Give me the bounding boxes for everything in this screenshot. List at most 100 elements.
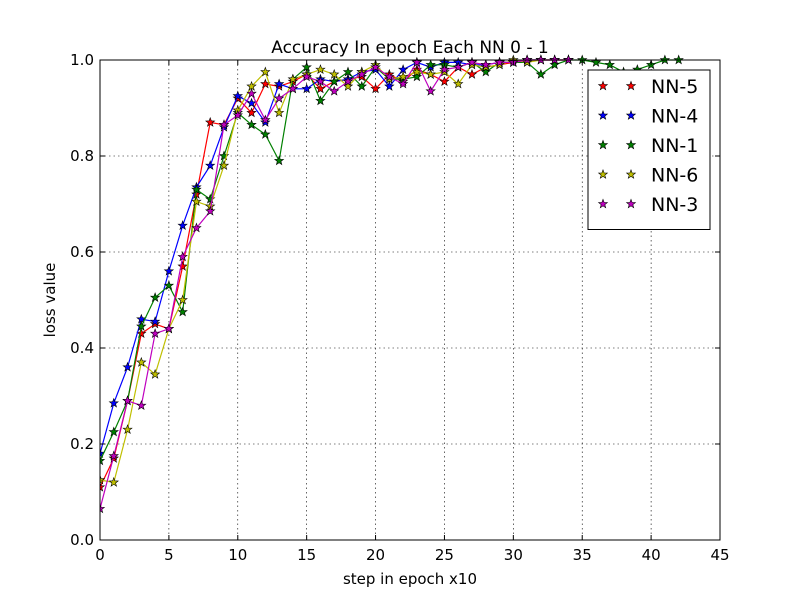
- data-point: [356, 68, 367, 79]
- data-point: [604, 59, 615, 70]
- data-point: [218, 160, 230, 171]
- data-point: [549, 59, 560, 70]
- tick-layer: 0 5 10 15 20 25 30 35 40 45 0.0 0.2 0.4 0.6 0.8 1.0: [70, 51, 729, 564]
- data-point: [246, 119, 257, 130]
- x-tick-label: 20: [366, 546, 385, 564]
- data-point: [191, 184, 202, 195]
- y-tick-label: 0.4: [70, 339, 94, 357]
- data-point: [535, 68, 547, 79]
- legend-label: NN-5: [651, 76, 698, 98]
- data-point: [136, 356, 147, 367]
- x-axis-label: step in epoch x10: [343, 570, 477, 588]
- data-point: [466, 68, 478, 79]
- data-point: [122, 424, 133, 435]
- legend-marker: [625, 198, 637, 209]
- data-point: [439, 76, 450, 87]
- data-point: [466, 56, 478, 67]
- data-point: [246, 88, 257, 99]
- data-point: [136, 400, 147, 411]
- data-point: [439, 64, 450, 75]
- plot-frame: [99, 59, 721, 541]
- data-point: [260, 66, 271, 77]
- y-tick-label: 0.2: [70, 435, 94, 453]
- chart-title: Accuracy In epoch Each NN 0 - 1: [271, 38, 548, 58]
- data-point: [287, 83, 299, 94]
- y-tick-label: 1.0: [70, 51, 94, 69]
- data-point: [411, 71, 423, 82]
- data-point: [122, 361, 133, 372]
- data-point: [329, 85, 340, 96]
- legend: NN-5 NN-4 NN-1 NN-6 NN-3: [587, 69, 711, 230]
- data-point: [260, 114, 271, 125]
- data-point: [260, 128, 271, 139]
- data-point: [149, 328, 161, 339]
- y-axis-label: loss value: [41, 263, 59, 338]
- x-tick-label: 30: [504, 546, 523, 564]
- y-tick-label: 0.6: [70, 243, 94, 261]
- legend-label: NN-3: [651, 194, 698, 216]
- data-point: [191, 196, 202, 207]
- data-point: [232, 109, 243, 120]
- data-point: [100, 481, 106, 492]
- data-point: [301, 71, 312, 82]
- data-point: [205, 205, 216, 216]
- data-point: [494, 56, 505, 67]
- data-point: [287, 73, 299, 84]
- data-point: [122, 395, 133, 406]
- legend-marker: [625, 169, 637, 179]
- data-point: [149, 292, 161, 303]
- series-nn-3: [100, 54, 574, 514]
- legend-marker: [625, 110, 637, 120]
- x-tick-label: 0: [95, 546, 105, 564]
- data-point: [177, 294, 188, 305]
- data-point: [453, 78, 464, 89]
- data-point: [149, 368, 161, 379]
- y-tick-label: 0.0: [70, 531, 94, 549]
- x-tick-label: 5: [164, 546, 174, 564]
- grid: [100, 60, 720, 540]
- data-point: [273, 92, 285, 103]
- data-point: [177, 220, 188, 231]
- data-point: [232, 90, 243, 101]
- data-point: [246, 97, 257, 108]
- data-point: [315, 83, 326, 94]
- data-point: [301, 83, 312, 94]
- x-tick-label: 35: [573, 546, 592, 564]
- data-point: [100, 474, 106, 485]
- legend-marker: [597, 110, 609, 120]
- data-point: [273, 107, 285, 118]
- data-point: [177, 306, 188, 317]
- data-point: [480, 66, 491, 77]
- x-tick-label: 10: [228, 546, 247, 564]
- legend-marker: [625, 80, 637, 91]
- data-point: [370, 61, 381, 72]
- legend-marker: [597, 139, 609, 150]
- x-tick-label: 15: [297, 546, 316, 564]
- x-tick-label: 40: [642, 546, 661, 564]
- data-point: [177, 251, 188, 262]
- data-point: [149, 316, 161, 327]
- data-point: [453, 61, 464, 72]
- data-point: [425, 68, 436, 79]
- data-point: [273, 78, 285, 89]
- data-point: [218, 119, 230, 130]
- data-point: [100, 503, 106, 514]
- y-tick-label: 0.8: [70, 147, 94, 165]
- data-point: [480, 59, 491, 70]
- data-point: [191, 222, 202, 233]
- legend-box: [587, 69, 711, 230]
- data-point: [273, 155, 285, 166]
- legend-label: NN-4: [651, 106, 698, 128]
- data-point: [384, 71, 395, 82]
- legend-marker: [597, 80, 609, 91]
- data-point: [384, 80, 395, 91]
- data-point: [315, 95, 326, 106]
- x-tick-label: 45: [710, 546, 729, 564]
- data-point: [108, 397, 119, 408]
- data-point: [246, 107, 257, 118]
- data-point: [411, 56, 423, 67]
- data-point: [370, 83, 381, 94]
- legend-label: NN-1: [651, 135, 698, 157]
- data-point: [163, 323, 175, 334]
